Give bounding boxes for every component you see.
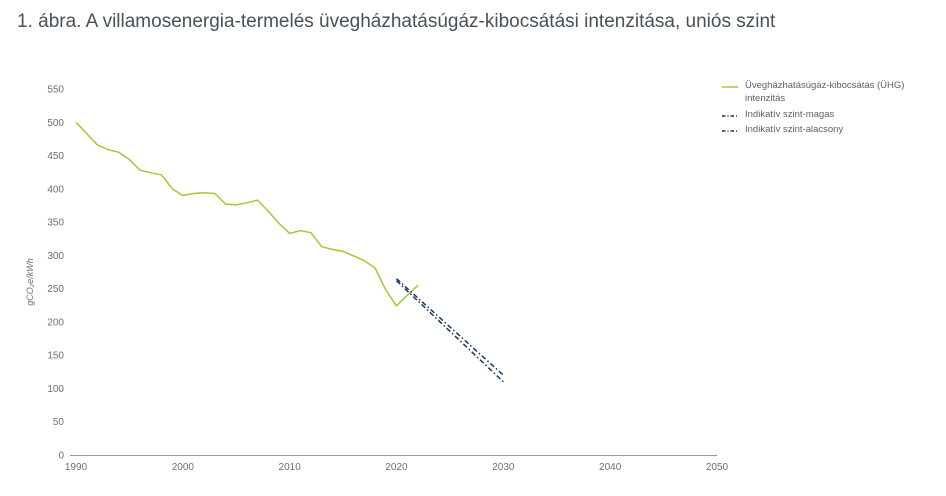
y-tick-label: 200 (47, 317, 64, 328)
y-axis-title: gCO₂e/kWh (25, 258, 35, 305)
legend-item-label: Indikatív szint-alacsony (745, 124, 844, 136)
legend-line-solid-icon (722, 86, 738, 88)
x-tick-label: 1990 (65, 462, 88, 473)
legend-item-indicative-high: Indikatív szint-magas (722, 109, 937, 122)
y-tick-label: 100 (47, 384, 64, 395)
chart-plot-area: 0 50 100 150 200 250 300 350 400 450 500 550 1990 200… (25, 85, 729, 474)
y-tick-label: 500 (47, 118, 64, 129)
series-line-1 (395, 278, 504, 376)
legend-line-dashed-icon (722, 114, 738, 117)
x-tick-label: 2040 (599, 462, 622, 473)
series-line-2 (395, 280, 504, 383)
y-tick-label: 150 (47, 351, 64, 362)
x-tick-label: 2000 (172, 462, 195, 473)
x-tick-label: 2010 (279, 462, 302, 473)
y-tick-label: 250 (47, 284, 64, 295)
y-tick-label: 450 (47, 151, 64, 162)
series-line-0 (75, 121, 419, 307)
chart-legend: Üvegházhatásúgáz-kibocsátás (ÜHG) intenz… (722, 80, 937, 140)
x-tick-label: 2030 (492, 462, 515, 473)
legend-item-label: Indikatív szint-magas (745, 108, 835, 120)
x-tick-label: 2020 (385, 462, 408, 473)
y-tick-label: 350 (47, 218, 64, 229)
y-tick-label: 300 (47, 251, 64, 262)
emissions-chart: 0 50 100 150 200 250 300 350 400 450 500 550 1990 200… (0, 60, 946, 496)
legend-item-label: Üvegházhatásúgáz-kibocsátás (ÜHG) intenz… (745, 80, 905, 104)
x-tick-label: 2050 (706, 462, 729, 473)
y-tick-label: 0 (58, 451, 64, 462)
legend-item-uhg-intensity: Üvegházhatásúgáz-kibocsátás (ÜHG) intenz… (722, 80, 937, 106)
legend-line-dashed-icon (722, 130, 738, 133)
y-tick-label: 400 (47, 184, 64, 195)
y-tick-label: 50 (53, 417, 65, 428)
y-tick-label: 550 (47, 85, 64, 96)
page-title: 1. ábra. A villamosenergia-termelés üveg… (17, 11, 776, 32)
legend-item-indicative-low: Indikatív szint-alacsony (722, 124, 937, 137)
